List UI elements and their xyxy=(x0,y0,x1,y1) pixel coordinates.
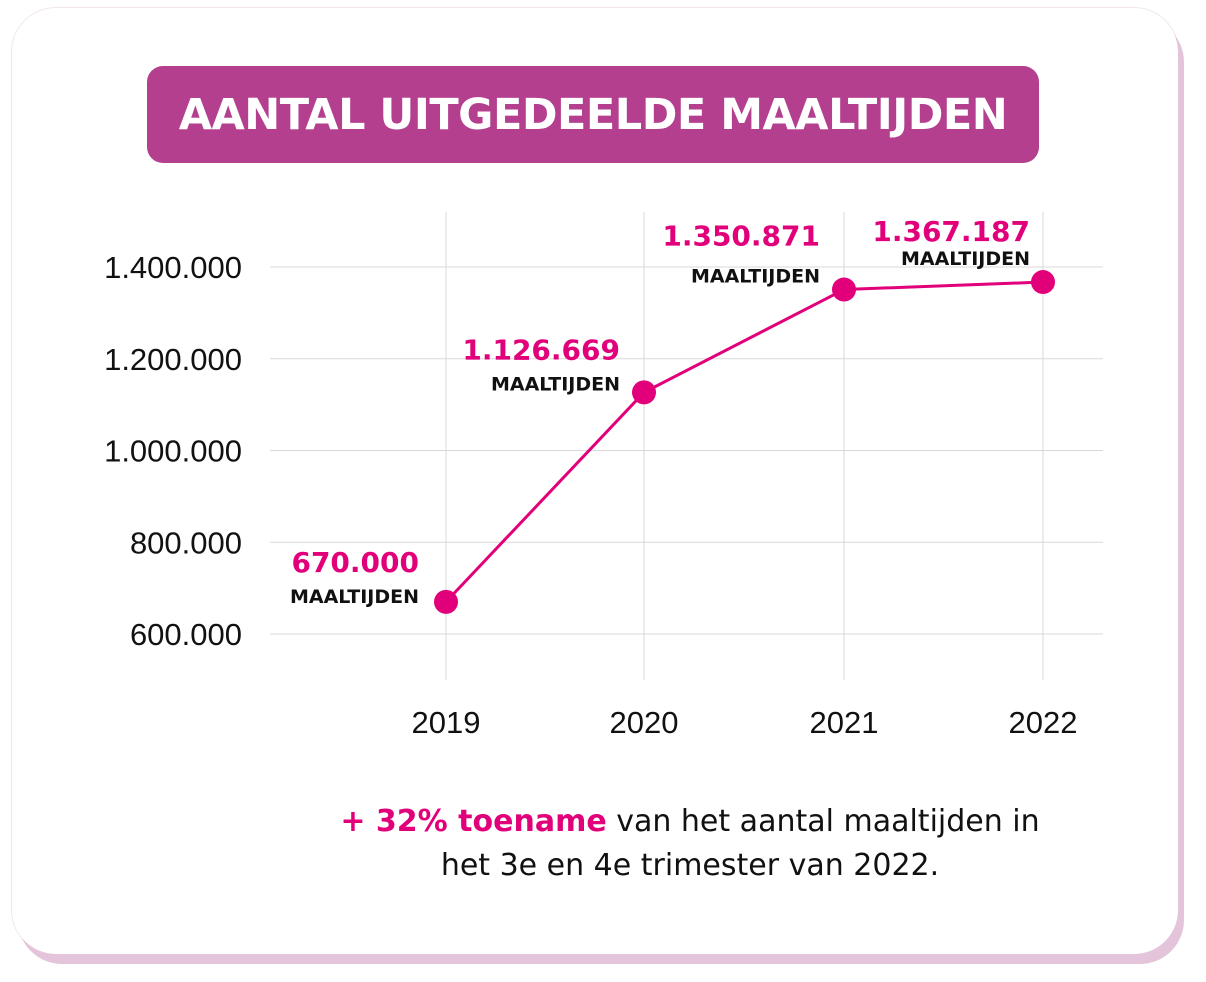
footnote: + 32% toename van het aantal maaltijden … xyxy=(250,800,1130,888)
data-label-unit: MAALTIJDEN xyxy=(290,586,419,608)
x-tick-label: 2019 xyxy=(412,705,481,740)
data-label-value: 1.350.871 xyxy=(662,220,820,253)
footnote-line2: het 3e en 4e trimester van 2022. xyxy=(440,848,940,883)
data-labels: 670.000 MAALTIJDEN 1.126.669 MAALTIJDEN 1.35… xyxy=(290,215,1030,608)
data-point xyxy=(1031,270,1055,295)
chart-grid xyxy=(270,212,1103,680)
x-tick-label: 2022 xyxy=(1009,705,1078,740)
y-tick-label: 800.000 xyxy=(130,525,242,560)
data-point xyxy=(832,277,856,302)
data-label-value: 670.000 xyxy=(291,546,419,579)
data-label-unit: MAALTIJDEN xyxy=(691,266,820,288)
data-points xyxy=(434,270,1055,614)
data-point xyxy=(632,380,656,405)
y-tick-label: 1.000.000 xyxy=(104,434,242,469)
data-point xyxy=(434,589,458,614)
y-axis-labels: 600.000 800.000 1.000.000 1.200.000 1.400.00… xyxy=(104,250,242,652)
x-tick-label: 2021 xyxy=(810,705,879,740)
y-tick-label: 1.200.000 xyxy=(104,342,242,377)
footnote-line1: van het aantal maaltijden in xyxy=(606,804,1040,839)
data-label-unit: MAALTIJDEN xyxy=(901,248,1030,270)
series-line xyxy=(444,280,1044,603)
chart-card xyxy=(12,8,1178,954)
data-label-value: 1.126.669 xyxy=(462,333,620,366)
data-label-value: 1.367.187 xyxy=(872,215,1030,248)
y-tick-label: 600.000 xyxy=(130,617,242,652)
footnote-highlight: + 32% toename xyxy=(340,804,607,839)
x-axis-labels: 2019 2020 2021 2022 xyxy=(412,705,1078,740)
data-series xyxy=(444,280,1044,603)
chart-title: AANTAL UITGEDEELDE MAALTIJDEN xyxy=(178,89,1008,140)
y-tick-label: 1.400.000 xyxy=(104,250,242,285)
title-banner: AANTAL UITGEDEELDE MAALTIJDEN xyxy=(147,66,1039,163)
x-tick-label: 2020 xyxy=(610,705,679,740)
data-label-unit: MAALTIJDEN xyxy=(491,373,620,395)
